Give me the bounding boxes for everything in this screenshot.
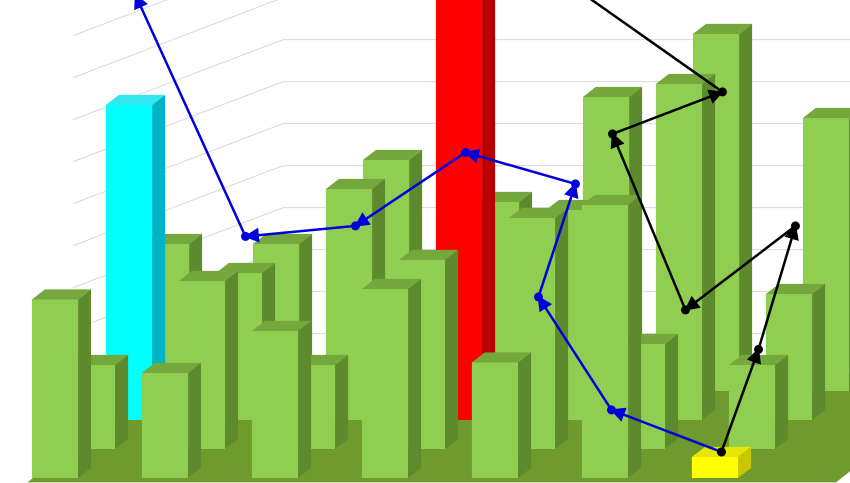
bar-side-face — [775, 354, 789, 449]
bar-front-face — [105, 105, 153, 420]
bar-front-face — [581, 205, 629, 478]
gridline-diagonal — [73, 39, 284, 121]
bar-top-face — [361, 278, 422, 289]
bar-side-face — [225, 270, 239, 449]
bar-r0-c1 — [141, 362, 201, 478]
bar-side-face — [188, 362, 201, 478]
bar-side-face — [115, 354, 129, 449]
bar-front-face — [361, 289, 409, 478]
gridline-diagonal — [73, 81, 284, 163]
bar-side-face — [628, 194, 642, 478]
bar-front-face — [141, 373, 189, 478]
bar-top-face — [692, 23, 753, 34]
bar-top-face — [765, 283, 826, 294]
path-blue-segment — [610, 407, 722, 454]
path-black-segment — [610, 132, 687, 311]
gridline-diagonal — [73, 165, 284, 247]
bar-front-face — [728, 365, 776, 449]
path-black-point — [790, 221, 800, 231]
bar-front-face — [691, 457, 739, 478]
path-black-point — [753, 344, 763, 354]
gridline-diagonal — [73, 0, 169, 37]
path-blue-point — [460, 147, 470, 157]
bar-top-face — [252, 233, 313, 244]
bar-top-face — [802, 107, 850, 118]
bars — [31, 0, 850, 478]
path-blue-point — [606, 405, 616, 415]
bar-top-face — [582, 86, 643, 97]
bar-top-face — [178, 270, 239, 281]
path-blue-segment — [354, 151, 467, 227]
bar-r0-c0 — [31, 289, 91, 478]
bar-r2-c0-cyan — [105, 94, 166, 421]
bar-r1-c6 — [728, 354, 789, 449]
gridline-diagonal — [73, 0, 279, 79]
path-blue-point — [570, 179, 580, 189]
bar-side-face — [738, 446, 752, 478]
bar-top-face — [31, 289, 91, 300]
bar-front-face — [251, 331, 299, 478]
gridline-diagonal — [73, 123, 284, 205]
path-blue-segment — [134, 0, 247, 237]
bar-top-face — [362, 149, 423, 160]
bar-r0-c2 — [251, 320, 312, 478]
path-blue-point — [240, 231, 250, 241]
bar-side-face — [555, 207, 569, 449]
path-blue-segment — [537, 182, 579, 298]
bar-top-face — [581, 194, 642, 205]
bar-side-face — [702, 73, 716, 421]
bar-front-face — [31, 299, 79, 478]
path-black-point — [717, 87, 727, 97]
path-blue-point — [533, 292, 543, 302]
bar-side-face — [445, 249, 459, 449]
bar-top-face — [508, 207, 569, 218]
bar-r0-c5 — [581, 194, 642, 478]
path-blue-segment — [464, 148, 576, 186]
bar-side-face — [665, 333, 679, 449]
paths — [134, 0, 800, 457]
path-black-segment — [684, 224, 797, 311]
path-black-point — [716, 447, 726, 457]
bar-side-face — [298, 320, 312, 478]
bar-side-face — [482, 0, 496, 420]
bar-top-face — [398, 249, 459, 260]
bar-r0-c3 — [361, 278, 422, 478]
bar-top-face — [251, 320, 312, 331]
path-blue-segment — [537, 295, 613, 411]
bar-r0-c4 — [471, 352, 532, 478]
bar-side-face — [335, 354, 349, 449]
path-black-segment — [612, 89, 724, 136]
path-blue-point — [350, 221, 360, 231]
path-black-segment — [757, 224, 799, 350]
bar-side-face — [739, 23, 753, 392]
bar-side-face — [152, 94, 166, 421]
path-black-segment — [720, 348, 761, 453]
path-black-segment — [589, 0, 724, 93]
bar-top-face — [105, 94, 166, 105]
path-black-point — [607, 129, 617, 139]
bar-side-face — [812, 283, 826, 420]
bar-side-face — [518, 352, 532, 478]
bar-side-face — [78, 289, 91, 478]
bar-top-face — [141, 362, 201, 373]
bar-top-face — [471, 352, 532, 363]
bar-side-face — [408, 278, 422, 478]
bar-front-face — [471, 362, 519, 478]
path-blue-segment — [243, 224, 356, 243]
bar-top-face — [215, 262, 276, 273]
bar-top-face — [325, 178, 386, 189]
path-black-point — [680, 305, 690, 315]
